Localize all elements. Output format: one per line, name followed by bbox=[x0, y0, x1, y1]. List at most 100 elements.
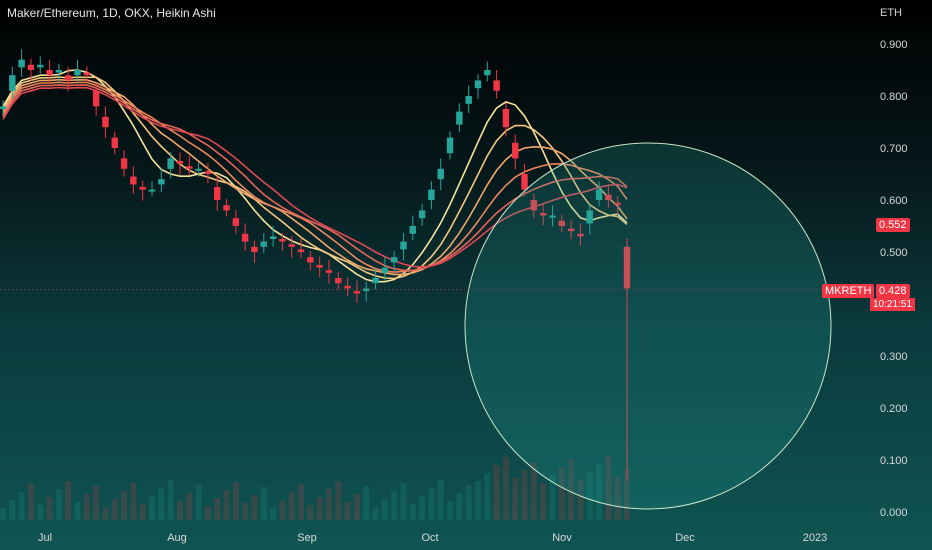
x-tick-label: Oct bbox=[421, 532, 438, 544]
volume-bar bbox=[428, 488, 435, 520]
candle-body bbox=[27, 64, 35, 70]
volume-bar bbox=[521, 470, 528, 520]
volume-bar bbox=[260, 487, 267, 520]
candle-body bbox=[549, 215, 556, 218]
candle-body bbox=[0, 106, 7, 109]
candle-body bbox=[390, 257, 398, 263]
candle-body bbox=[335, 278, 342, 284]
volume-bar bbox=[139, 504, 146, 520]
volume-bar bbox=[83, 494, 90, 520]
volume-bar bbox=[568, 459, 575, 520]
volume-bar bbox=[0, 508, 6, 520]
y-tick-label: 0.800 bbox=[880, 91, 908, 103]
y-tick-label: 0.000 bbox=[880, 507, 908, 519]
volume-bar bbox=[223, 490, 230, 520]
candle-body bbox=[363, 288, 370, 291]
volume-bar bbox=[484, 473, 491, 520]
moving-average-ribbon bbox=[2, 69, 628, 283]
x-tick-label: Jul bbox=[38, 532, 52, 544]
volume-bar bbox=[27, 484, 34, 520]
volume-bar bbox=[298, 484, 305, 520]
volume-bar bbox=[9, 500, 16, 520]
x-tick-label: Sep bbox=[297, 532, 317, 544]
candle-body bbox=[102, 116, 109, 128]
candle-body bbox=[521, 174, 528, 190]
candle-body bbox=[18, 59, 25, 68]
volume-bar bbox=[270, 508, 277, 520]
volume-bar bbox=[558, 467, 565, 520]
heikin-ashi-candles bbox=[0, 49, 631, 481]
y-tick-label: 0.600 bbox=[880, 195, 908, 207]
ma-ribbon-line bbox=[2, 84, 628, 272]
candle-body bbox=[567, 228, 575, 232]
ma-ribbon-line bbox=[2, 81, 628, 273]
candle-body bbox=[353, 291, 361, 294]
candle-body bbox=[167, 158, 174, 169]
candle-body bbox=[130, 176, 137, 185]
volume-bar bbox=[409, 504, 416, 520]
candle-body bbox=[223, 205, 230, 211]
y-tick-label: 0.700 bbox=[880, 143, 908, 155]
bar-countdown: 10:21:51 bbox=[870, 298, 915, 311]
volume-bar bbox=[437, 480, 444, 520]
volume-bar bbox=[540, 483, 547, 520]
candle-body bbox=[456, 111, 463, 125]
volume-bar bbox=[335, 481, 342, 520]
volume-bar bbox=[102, 507, 109, 520]
candle-body bbox=[446, 137, 454, 154]
volume-bar bbox=[158, 488, 165, 520]
volume-bar bbox=[251, 495, 258, 520]
candle-body bbox=[474, 80, 482, 89]
volume-bar bbox=[614, 477, 621, 520]
candle-body bbox=[279, 239, 286, 242]
candle-body bbox=[614, 202, 621, 206]
volume-bar bbox=[167, 480, 174, 520]
candle-body bbox=[409, 226, 416, 234]
candle-body bbox=[586, 210, 593, 224]
volume-bar bbox=[372, 507, 379, 520]
y-tick-label: 0.200 bbox=[880, 403, 908, 415]
chart-title: Maker/Ethereum, 1D, OKX, Heikin Ashi bbox=[7, 6, 216, 20]
candle-body bbox=[437, 168, 444, 180]
y-tick-label: 0.900 bbox=[880, 39, 908, 51]
candle-body bbox=[241, 233, 249, 242]
candle-body bbox=[307, 257, 314, 263]
candle-body bbox=[269, 236, 277, 239]
time-axis: Jul Aug Sep Oct Nov Dec 2023 bbox=[38, 532, 827, 544]
candle-body bbox=[120, 158, 128, 169]
candle-body bbox=[605, 194, 612, 200]
volume-bar bbox=[176, 501, 183, 520]
candle-body bbox=[493, 80, 500, 91]
x-tick-label: Dec bbox=[675, 532, 695, 544]
volume-bar bbox=[353, 494, 360, 520]
candle-body bbox=[428, 189, 435, 200]
x-tick-label: 2023 bbox=[803, 532, 827, 544]
volume-bar bbox=[512, 478, 519, 520]
candle-body bbox=[558, 220, 566, 226]
candle-body bbox=[251, 246, 258, 252]
candle-body bbox=[316, 265, 323, 268]
candle-body bbox=[344, 285, 351, 289]
candle-body bbox=[595, 189, 603, 200]
volume-bar bbox=[605, 456, 612, 520]
candle-body bbox=[502, 109, 510, 128]
volume-bar bbox=[344, 502, 351, 520]
volume-bar bbox=[624, 469, 630, 520]
candle-body bbox=[484, 70, 491, 76]
price-axis: 0.900 0.800 0.700 0.600 0.500 0.300 0.200 0.100… bbox=[880, 39, 908, 519]
candle-body bbox=[139, 187, 146, 190]
candle-body bbox=[195, 168, 202, 171]
prior-price-badge: 0.552 bbox=[876, 218, 910, 232]
volume-bar bbox=[456, 493, 463, 520]
candle-body bbox=[176, 161, 184, 164]
candle-body bbox=[74, 70, 81, 76]
ma-ribbon-line bbox=[2, 76, 628, 280]
candle-body bbox=[530, 200, 538, 211]
symbol-badge: MKRETH bbox=[822, 284, 875, 298]
volume-bar bbox=[204, 506, 211, 520]
candle-body bbox=[381, 267, 389, 273]
candle-body bbox=[623, 246, 631, 289]
candle-body bbox=[64, 75, 72, 81]
candle-body bbox=[325, 270, 333, 273]
